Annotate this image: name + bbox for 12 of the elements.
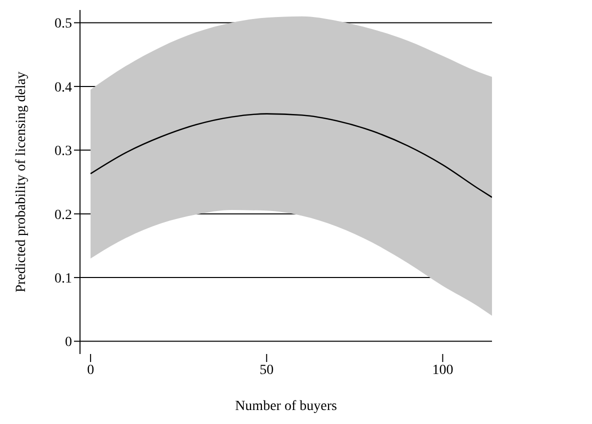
y-axis-title: Predicted probability of licensing delay: [14, 72, 29, 292]
x-axis-title: Number of buyers: [235, 399, 337, 414]
line-series: [90, 113, 492, 198]
x-tick-label: 50: [260, 362, 274, 378]
y-tick-label: 0.4: [54, 80, 72, 96]
y-tick-label: 0.5: [54, 16, 72, 32]
y-tick-label: 0.1: [54, 272, 72, 287]
y-tick-label: 0.3: [54, 144, 72, 160]
x-tick-label: 0: [87, 362, 94, 378]
x-tick-label: 100: [432, 362, 454, 378]
y-tick-label: 0: [65, 335, 72, 350]
y-tick-label: 0.2: [54, 208, 72, 223]
